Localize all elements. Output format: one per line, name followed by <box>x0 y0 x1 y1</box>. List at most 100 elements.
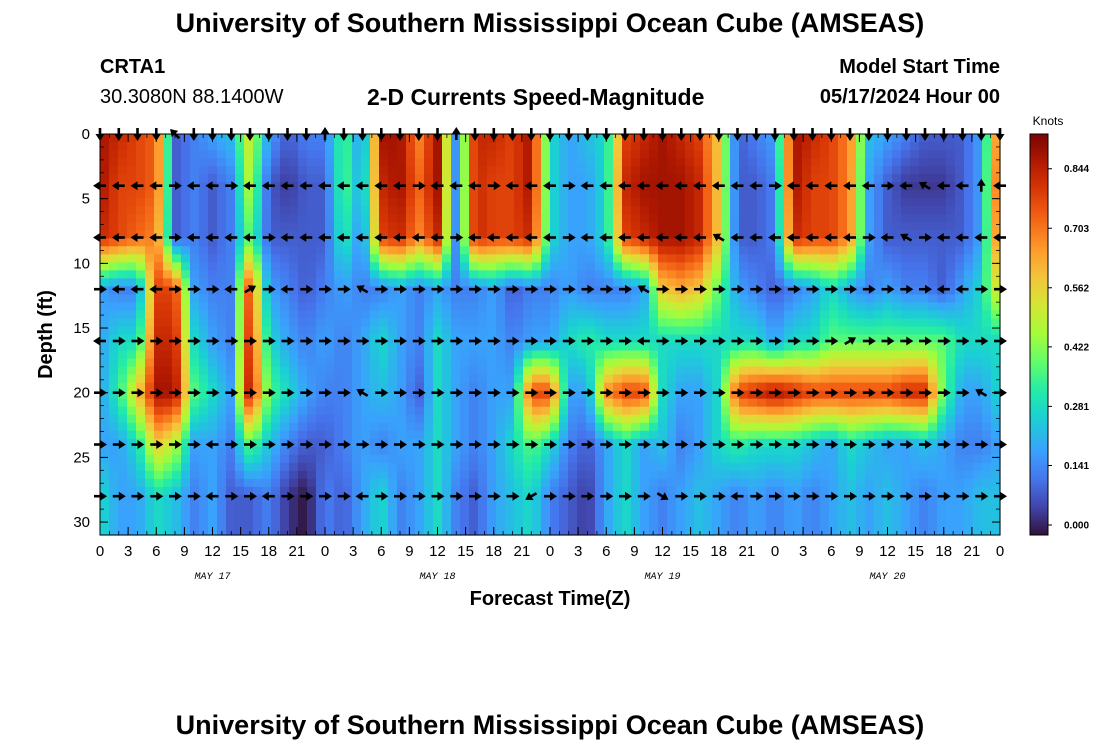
heat-cell <box>568 494 578 504</box>
heat-cell <box>955 438 965 448</box>
heat-cell <box>451 350 461 360</box>
heat-cell <box>910 438 920 448</box>
heat-cell <box>262 422 272 432</box>
heat-cell <box>712 286 722 295</box>
heat-cell <box>181 198 191 207</box>
heat-cell <box>361 142 371 151</box>
heat-cell <box>883 318 893 328</box>
heat-cell <box>541 510 551 520</box>
heat-cell <box>739 206 749 215</box>
heat-cell <box>190 430 200 440</box>
heat-cell <box>478 286 488 295</box>
heat-cell <box>667 150 677 159</box>
heat-cell <box>685 182 695 191</box>
heat-cell <box>937 262 947 271</box>
heat-cell <box>199 294 209 304</box>
heat-cell <box>766 174 776 183</box>
heat-cell <box>793 326 803 336</box>
heat-cell <box>307 446 317 456</box>
heat-cell <box>847 486 857 496</box>
heat-cell <box>730 150 740 159</box>
heat-cell <box>910 214 920 223</box>
heat-cell <box>775 254 785 263</box>
heat-cell <box>523 422 533 432</box>
heat-cell <box>307 270 317 279</box>
heat-cell <box>298 198 308 207</box>
heat-cell <box>964 254 974 263</box>
heat-cell <box>964 366 974 376</box>
heat-cell <box>217 398 227 408</box>
heat-cell <box>352 414 362 424</box>
heat-cell <box>172 422 182 432</box>
heat-cell <box>559 502 569 512</box>
heat-cell <box>217 454 227 464</box>
heat-cell <box>730 518 740 528</box>
heat-cell <box>892 198 902 207</box>
heat-cell <box>676 278 686 287</box>
heat-cell <box>406 174 416 183</box>
heat-cell <box>379 414 389 424</box>
heat-cell <box>973 262 983 271</box>
heat-cell <box>676 166 686 175</box>
heat-cell <box>316 342 326 352</box>
heat-cell <box>748 430 758 440</box>
heat-cell <box>163 270 173 279</box>
heat-cell <box>577 342 587 352</box>
heat-cell <box>181 174 191 183</box>
heat-cell <box>613 142 623 151</box>
heat-cell <box>784 262 794 271</box>
heat-cell <box>298 366 308 376</box>
heat-cell <box>892 134 902 143</box>
heat-cell <box>361 190 371 199</box>
heat-cell <box>307 302 317 312</box>
heat-cell <box>460 422 470 432</box>
heat-cell <box>883 446 893 456</box>
heat-cell <box>766 158 776 167</box>
heat-cell <box>388 214 398 223</box>
heat-cell <box>145 486 155 496</box>
heat-cell <box>811 342 821 352</box>
heat-cell <box>730 142 740 151</box>
heat-cell <box>829 510 839 520</box>
heat-cell <box>658 342 668 352</box>
heat-cell <box>163 166 173 175</box>
heat-cell <box>379 158 389 167</box>
heat-cell <box>334 446 344 456</box>
heat-cell <box>568 302 578 312</box>
heat-cell <box>208 454 218 464</box>
heat-cell <box>694 398 704 408</box>
heat-cell <box>199 198 209 207</box>
heat-cell <box>649 526 659 536</box>
heat-cell <box>424 198 434 207</box>
heat-cell <box>298 430 308 440</box>
heat-cell <box>730 310 740 320</box>
heat-cell <box>829 446 839 456</box>
heat-cell <box>334 278 344 287</box>
heat-cell <box>118 246 128 255</box>
heat-cell <box>712 302 722 312</box>
heat-cell <box>478 406 488 416</box>
heat-cell <box>388 342 398 352</box>
heat-cell <box>307 374 317 384</box>
heat-cell <box>262 134 272 143</box>
heat-cell <box>217 422 227 432</box>
heat-cell <box>469 334 479 344</box>
heat-cell <box>550 134 560 143</box>
heat-cell <box>343 494 353 504</box>
heat-cell <box>253 438 263 448</box>
heat-cell <box>226 470 236 480</box>
heat-cell <box>118 526 128 536</box>
heat-cell <box>577 142 587 151</box>
heat-cell <box>721 350 731 360</box>
heat-cell <box>946 350 956 360</box>
heat-cell <box>406 366 416 376</box>
heat-cell <box>190 214 200 223</box>
heat-cell <box>865 366 875 376</box>
heat-cell <box>307 174 317 183</box>
heat-cell <box>451 486 461 496</box>
heat-cell <box>937 494 947 504</box>
heat-cell <box>595 526 605 536</box>
heat-cell <box>406 286 416 295</box>
heat-cell <box>748 246 758 255</box>
heat-cell <box>667 398 677 408</box>
